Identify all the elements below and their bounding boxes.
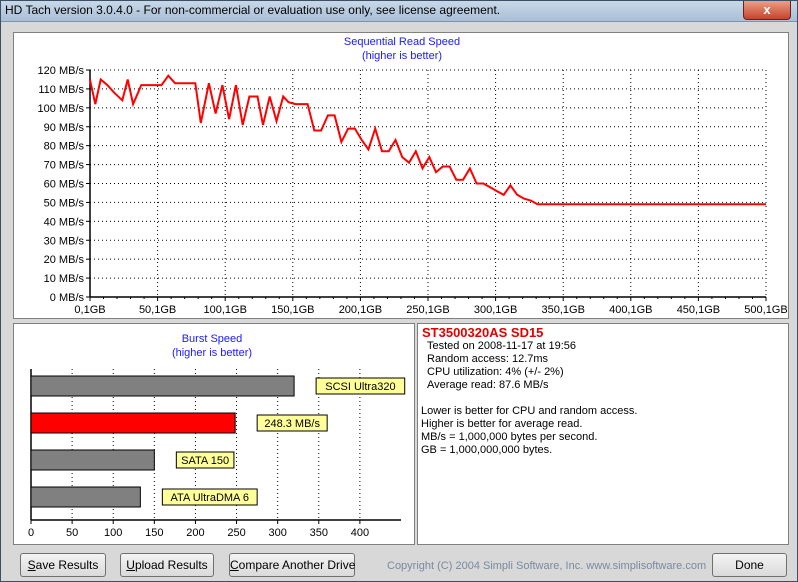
y-tick-label: 100 MB/s [38,103,85,115]
x-tick-label: 100,1GB [203,304,246,316]
window-title: HD Tach version 3.0.4.0 - For non-commer… [5,3,501,17]
upload-label: pload Results [134,558,208,572]
burst-bar-label-box [315,377,406,395]
y-tick-label: 50 MB/s [44,197,85,209]
burst-bar-label-box [256,414,328,432]
sequential-read-panel: Sequential Read Speed (higher is better)… [13,32,789,319]
random-access-value: Random access: 12.7ms [427,353,549,365]
save-label: ave Results [35,558,99,572]
note-lower-better: Lower is better for CPU and random acces… [421,405,638,417]
x-tick-label: 200,1GB [339,304,382,316]
x-tick-label: 150,1GB [271,304,314,316]
burst-bar [30,486,141,508]
compare-label: ompare Another Drive [238,558,356,572]
y-tick-label: 60 MB/s [44,179,85,191]
y-tick-label: 10 MB/s [44,273,85,285]
upload-mnemonic: U [126,558,135,572]
burst-x-tick-label: 200 [186,527,204,539]
title-bar[interactable]: HD Tach version 3.0.4.0 - For non-commer… [1,1,797,22]
y-tick-label: 20 MB/s [44,254,85,266]
note-mbs-definition: MB/s = 1,000,000 bytes per second. [421,431,598,443]
drive-model: ST3500320AS SD15 [422,325,544,340]
save-mnemonic: S [27,558,36,572]
upload-results-button[interactable]: Upload Results [120,553,214,577]
y-tick-label: 0 MB/s [50,292,85,304]
seq-chart-title: Sequential Read Speed [343,36,461,48]
burst-speed-chart: 0 50 100 150 200 250 300 350 400 SCSI Ultra320 248… [28,369,406,539]
x-tick-label: 400,1GB [609,304,652,316]
read-speed-series-line [88,74,766,206]
burst-x-tick-label: 250 [227,527,245,539]
seq-chart-subtitle: (higher is better) [361,50,443,62]
burst-x-tick-label: 100 [104,527,122,539]
x-tick-label: 300,1GB [474,304,517,316]
save-results-button[interactable]: Save Results [20,553,106,577]
burst-x-tick-label: 150 [145,527,163,539]
x-tick-label: 50,1GB [139,304,176,316]
note-gb-definition: GB = 1,000,000,000 bytes. [421,444,553,456]
burst-speed-panel: Burst Speed (higher is better) 0 50 100 150… [13,323,415,545]
copyright-text: Copyright (C) 2004 Simpli Software, Inc.… [387,560,707,572]
x-tick-label: 450,1GB [677,304,720,316]
y-tick-label: 80 MB/s [44,141,85,153]
y-tick-label: 110 MB/s [38,84,84,96]
close-button[interactable]: x [743,1,791,20]
tested-date: Tested on 2008-11-17 at 19:56 [427,340,577,352]
burst-chart-subtitle: (higher is better) [171,347,253,359]
x-tick-label: 500,1GB [744,304,787,316]
y-tick-label: 30 MB/s [44,235,85,247]
burst-chart-title: Burst Speed [181,333,243,345]
burst-x-tick-label: 400 [351,527,369,539]
average-read-value: Average read: 87.6 MB/s [427,379,549,391]
burst-x-tick-label: 300 [268,527,286,539]
note-higher-better: Higher is better for average read. [421,418,583,430]
results-info-panel: ST3500320AS SD15 Tested on 2008-11-17 at… [417,323,789,545]
y-tick-label: 90 MB/s [44,122,85,134]
compare-drive-button[interactable]: Compare Another Drive [229,553,355,577]
burst-bar-label: ATA UltraDMA 6 [171,492,249,504]
done-button[interactable]: Done [712,553,787,577]
burst-bar [30,375,295,397]
burst-bar-label-box [161,488,258,506]
burst-bar-label-box [175,451,235,469]
sequential-read-chart: 0 MB/s 10 MB/s 20 MB/s 30 MB/s 40 MB/s 50 MB/… [38,65,788,316]
x-tick-label: 250,1GB [406,304,449,316]
burst-x-tick-label: 50 [66,527,78,539]
burst-bar [30,449,155,471]
burst-bar-label: SCSI Ultra320 [325,381,395,393]
burst-x-tick-label: 0 [28,527,34,539]
y-tick-label: 40 MB/s [44,216,85,228]
burst-x-tick-label: 350 [310,527,328,539]
burst-bar-label: 248.3 MB/s [264,418,320,430]
y-tick-label: 70 MB/s [44,160,85,172]
x-tick-label: 350,1GB [541,304,584,316]
x-tick-label: 0,1GB [74,304,105,316]
y-tick-label: 120 MB/s [38,65,85,77]
burst-bar [30,412,236,434]
burst-bar-label: SATA 150 [181,455,229,467]
compare-mnemonic: C [230,558,239,572]
cpu-utilization-value: CPU utilization: 4% (+/- 2%) [427,366,564,378]
